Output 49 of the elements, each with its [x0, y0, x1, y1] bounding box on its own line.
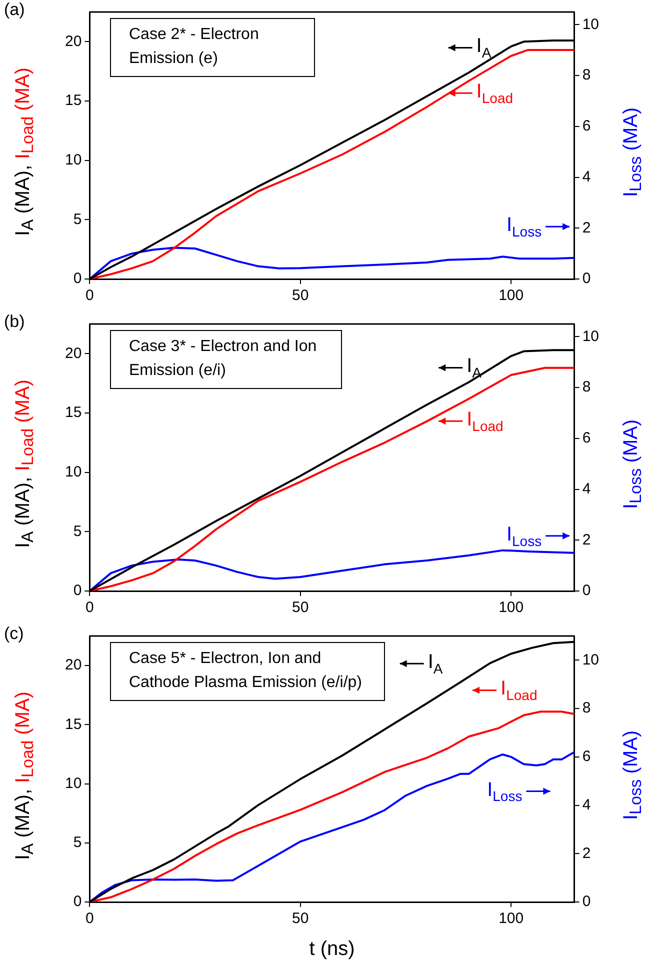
y-tick-label: 5	[73, 834, 82, 852]
x-tick-label: 0	[86, 910, 94, 928]
y2-tick-label: 8	[582, 700, 591, 717]
x-tick-label: 50	[292, 599, 309, 616]
y2-tick-label: 0	[582, 893, 591, 910]
y2-tick-label: 2	[582, 844, 591, 862]
y2-tick-label: 10	[582, 328, 600, 345]
y-tick-label: 0	[73, 270, 82, 288]
y2-tick-label: 4	[582, 796, 591, 814]
chart-title: (a)	[4, 0, 25, 20]
x-tick-label: 100	[498, 287, 524, 304]
y-tick-label: 10	[64, 151, 82, 168]
x-tick-label: 0	[86, 287, 94, 304]
x-axis-title: t (ns)	[308, 938, 356, 961]
y-tick-label: 5	[73, 210, 82, 228]
y-tick-label: 20	[64, 656, 82, 674]
y2-tick-label: 8	[582, 378, 591, 396]
y2-tick-label: 2	[582, 219, 591, 236]
y2-tick-label: 4	[582, 480, 591, 498]
y2-tick-label: 6	[582, 118, 591, 135]
y2-tick-label: 10	[582, 651, 600, 668]
y-tick-label: 15	[64, 404, 82, 422]
chart-title: (b)	[4, 312, 25, 332]
x-tick-label: 50	[292, 910, 309, 928]
x-tick-label: 50	[292, 287, 309, 304]
y-tick-label: 0	[73, 582, 82, 600]
y2-tick-label: 6	[582, 748, 591, 766]
y-tick-label: 15	[64, 716, 82, 733]
y2-tick-label: 2	[582, 531, 591, 548]
x-tick-label: 100	[498, 599, 524, 616]
chart-title: (c)	[4, 624, 24, 644]
y2-tick-label: 0	[582, 270, 591, 288]
x-tick-label: 100	[498, 910, 524, 928]
y2-tick-label: 0	[582, 582, 591, 600]
annotation: Case 3* - Electron and Ion Emission (e/i)	[110, 330, 342, 389]
annotation: Case 5* - Electron, Ion and Cathode Plasma Emission (e/i/p)	[110, 642, 385, 701]
y-tick-label: 20	[64, 344, 82, 362]
y-tick-label: 20	[64, 32, 82, 50]
y2-tick-label: 8	[582, 66, 591, 84]
y2-tick-label: 10	[582, 16, 600, 33]
x-tick-label: 0	[86, 599, 94, 616]
y2-tick-label: 4	[582, 168, 591, 186]
y-tick-label: 10	[64, 774, 82, 792]
y2-tick-label: 6	[582, 430, 591, 447]
annotation: Case 2* - Electron Emission (e)	[110, 18, 315, 77]
y-tick-label: 15	[64, 92, 82, 110]
y-tick-label: 0	[73, 893, 82, 910]
y-tick-label: 10	[64, 463, 82, 480]
y-tick-label: 5	[73, 522, 82, 540]
